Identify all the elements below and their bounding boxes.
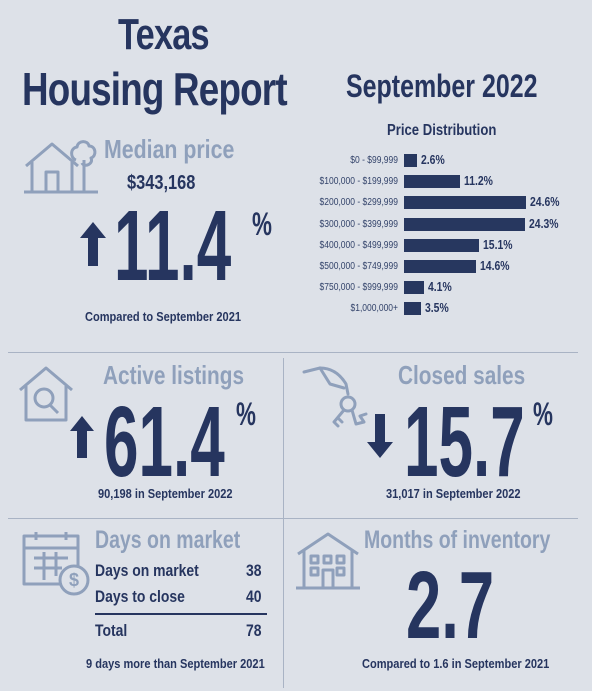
active-listings-label: Active listings [103,360,245,390]
months-inventory-label: Months of inventory [364,526,551,554]
days-on-market-label: Days on market [95,526,241,554]
price-distribution-bar [404,154,417,167]
price-distribution-bar [404,238,479,252]
price-category-label: $750,000 - $999,999 [319,282,398,294]
price-distribution-value: 15.1% [482,236,513,252]
price-category-label: $300,000 - $399,999 [319,218,398,230]
hand-keys-icon [302,366,368,428]
median-price-percent-sign: % [252,206,272,242]
months-inventory-note: Compared to 1.6 in September 2021 [362,656,550,671]
months-inventory-value: 2.7 [406,552,495,659]
price-category-label: $100,000 - $199,999 [319,176,398,188]
price-distribution-chart: $0 - $99,999 2.6% $100,000 - $199,999 11.2%… [0,0,592,330]
house-search-icon [19,366,73,422]
median-price-note: Compared to September 2021 [85,309,241,324]
report-month: September 2022 [346,68,538,104]
divider [8,352,578,353]
total-row-value: 78 [246,621,262,640]
report-title-line1: Texas [118,10,210,59]
closed-sales-percent-sign: % [533,396,553,432]
price-distribution-value: 4.1% [428,279,453,295]
median-price-label: Median price [104,134,235,164]
divider [283,358,284,688]
table-row: Days on market 38 [95,561,265,581]
price-distribution-title: Price Distribution [387,122,497,139]
price-distribution-bar [404,175,460,189]
days-on-market-note: 9 days more than September 2021 [86,656,265,671]
price-distribution-value: 14.6% [480,258,510,273]
days-to-close-row-value: 40 [246,587,262,606]
days-to-close-row-name: Days to close [95,587,185,606]
apartment-building-icon [296,532,360,590]
total-divider [95,613,267,615]
price-distribution-bar [404,196,526,210]
price-distribution-value: 24.3% [528,215,559,231]
active-listings-change: 61.4 [104,386,225,498]
house-tree-icon [24,140,98,194]
closed-sales-change: 15.7 [404,386,525,498]
days-on-market-row-value: 38 [246,561,262,580]
report-title-line2: Housing Report [22,63,288,115]
closed-sales-note: 31,017 in September 2022 [386,486,521,501]
active-listings-note: 90,198 in September 2022 [98,486,233,501]
table-row: Days to close 40 [95,587,265,607]
price-distribution-value: 2.6% [420,152,445,167]
active-listings-percent-sign: % [236,396,256,432]
table-row: Total 78 [95,621,265,641]
arrow-down-icon [367,414,393,458]
divider [8,518,578,519]
days-on-market-row-name: Days on market [95,561,199,580]
price-distribution-value: 24.6% [530,194,560,210]
median-price-value: $343,168 [127,172,196,194]
price-category-label: $200,000 - $299,999 [319,197,398,209]
calendar-money-icon: $ [22,532,90,596]
price-distribution-bar [404,281,425,295]
price-category-label: $500,000 - $749,999 [319,261,398,272]
price-distribution-value: 11.2% [463,173,493,189]
total-row-name: Total [95,621,128,640]
price-category-label: $1,000,000+ [350,303,398,315]
svg-text:$: $ [69,570,79,590]
arrow-up-icon [70,416,94,458]
price-category-label: $0 - $99,999 [350,155,398,166]
price-distribution-bar [404,217,525,231]
price-distribution-value: 3.5% [425,300,450,316]
price-distribution-bar [404,260,477,273]
arrow-up-icon [80,222,106,266]
price-distribution-bar [404,302,422,316]
price-category-label: $400,000 - $499,999 [319,239,398,251]
median-price-change: 11.4 [114,190,232,302]
closed-sales-label: Closed sales [398,360,526,390]
